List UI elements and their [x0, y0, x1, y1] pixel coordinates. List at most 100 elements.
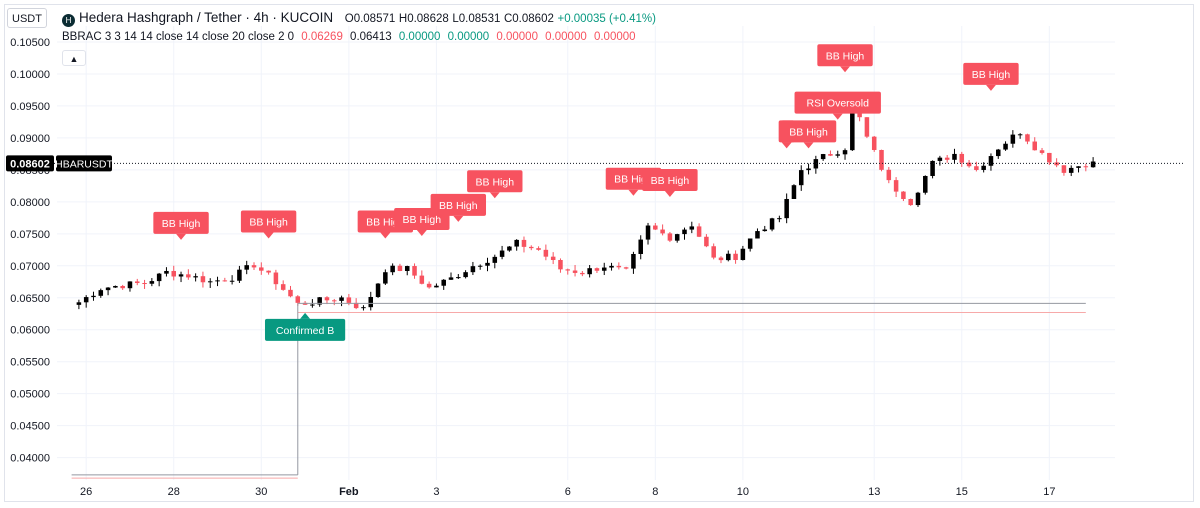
candle-body	[142, 283, 147, 285]
currency-button[interactable]: USDT	[7, 8, 47, 28]
candle-body	[171, 270, 177, 277]
y-tick-label: 0.06000	[10, 325, 50, 337]
signal-label-pointer	[453, 215, 464, 222]
candle-body	[434, 285, 439, 288]
candle-body	[419, 275, 425, 284]
candle-body	[222, 280, 228, 282]
signal-label-box	[780, 120, 837, 143]
candle-body	[229, 280, 235, 282]
candle-body	[448, 277, 454, 280]
candle-body	[193, 276, 198, 278]
candle-body	[842, 150, 848, 155]
signal-label-pointer	[832, 113, 843, 120]
candle-body	[813, 159, 819, 169]
x-tick-label: 6	[565, 486, 571, 498]
y-tick-label: 0.05500	[10, 357, 50, 369]
candle-body	[777, 218, 782, 220]
candle-body	[317, 297, 322, 305]
x-tick-label: 15	[956, 486, 968, 498]
symbol-title[interactable]: Hedera Hashgraph / Tether · 4h · KUCOIN	[79, 10, 334, 25]
candle-body	[346, 297, 352, 303]
signal-label-text: Confirmed B	[276, 325, 334, 337]
signal-label-box	[240, 210, 297, 233]
candle-body	[536, 248, 541, 250]
signal-label-box	[153, 211, 209, 234]
candle-body	[273, 272, 279, 285]
signal-label-pointer	[300, 312, 311, 319]
signal-label-pointer	[380, 232, 391, 239]
candle-body	[995, 149, 1001, 157]
candle-body	[704, 236, 709, 247]
candle-body	[769, 218, 775, 230]
signal-label-text: BB High	[789, 126, 828, 138]
candle-body	[266, 270, 271, 273]
signal-label-text: BB High	[972, 69, 1011, 81]
indicator-legend: BBRAC 3 3 14 14 close 14 close 20 close …	[62, 31, 640, 43]
candle-body	[959, 153, 965, 163]
candle-body	[572, 270, 578, 273]
signal-label-pointer	[489, 192, 500, 199]
y-tick-label: 0.06500	[10, 293, 50, 305]
candle-body	[988, 156, 994, 166]
candle-body	[762, 229, 768, 232]
candle-body	[441, 279, 446, 286]
candle-body	[784, 198, 789, 219]
candle-body	[558, 259, 563, 270]
candle-body	[237, 269, 242, 281]
candle-body	[806, 168, 811, 171]
candle-body	[280, 284, 286, 290]
candle-body	[127, 281, 133, 289]
chevron-up-icon[interactable]: ▲	[62, 50, 86, 66]
candle-body	[244, 265, 249, 270]
candle-body	[178, 274, 184, 277]
signal-label-pointer	[628, 189, 639, 196]
chart-frame	[4, 4, 1194, 502]
candle-body	[390, 265, 395, 273]
candle-body	[404, 266, 410, 271]
y-tick-label: 0.08000	[10, 197, 50, 209]
signal-label-text: BB High	[826, 50, 865, 62]
indicator-name[interactable]: BBRAC 3 3 14 14 close 14 close 20 close …	[62, 31, 295, 43]
indicator-value: 0.00000	[398, 31, 441, 43]
candle-body	[747, 238, 753, 249]
candle-body	[740, 248, 746, 260]
candle-body	[1039, 150, 1045, 153]
candle-body	[952, 153, 957, 160]
candle-body	[667, 233, 673, 241]
signal-label-pointer	[803, 142, 814, 149]
candle-body	[820, 154, 826, 160]
candle-body	[1061, 165, 1067, 173]
candle-body	[718, 257, 724, 261]
candle-body	[135, 281, 140, 284]
signal-label-text: BB High	[476, 176, 515, 188]
indicator-value: 0.00000	[593, 31, 636, 43]
candle-body	[850, 97, 855, 151]
candle-body	[186, 274, 191, 278]
signal-label-box	[467, 170, 523, 193]
signal-label-box	[264, 318, 346, 341]
candle-body	[828, 154, 833, 156]
x-tick-label: 8	[652, 486, 658, 498]
candle-body	[580, 272, 585, 275]
candle-body	[200, 276, 206, 283]
indicator-value: 0.00000	[545, 31, 587, 43]
candle-body	[871, 136, 877, 150]
candle-body	[682, 229, 687, 235]
candle-body	[550, 256, 556, 260]
candle-body	[477, 265, 483, 267]
candle-body	[835, 154, 840, 156]
candle-body	[310, 304, 315, 306]
candle-body	[164, 270, 169, 274]
candle-body	[207, 281, 213, 283]
candle-body	[645, 225, 651, 240]
signal-label-text: BB High	[162, 218, 201, 230]
candle-body	[361, 307, 366, 309]
candle-body	[798, 170, 804, 186]
candle-body	[901, 191, 906, 200]
y-tick-label: 0.04500	[10, 421, 50, 433]
candle-body	[923, 175, 928, 193]
candle-body	[492, 256, 498, 263]
indicator-value: 0.00000	[447, 31, 490, 43]
symbol-badge	[56, 155, 112, 172]
